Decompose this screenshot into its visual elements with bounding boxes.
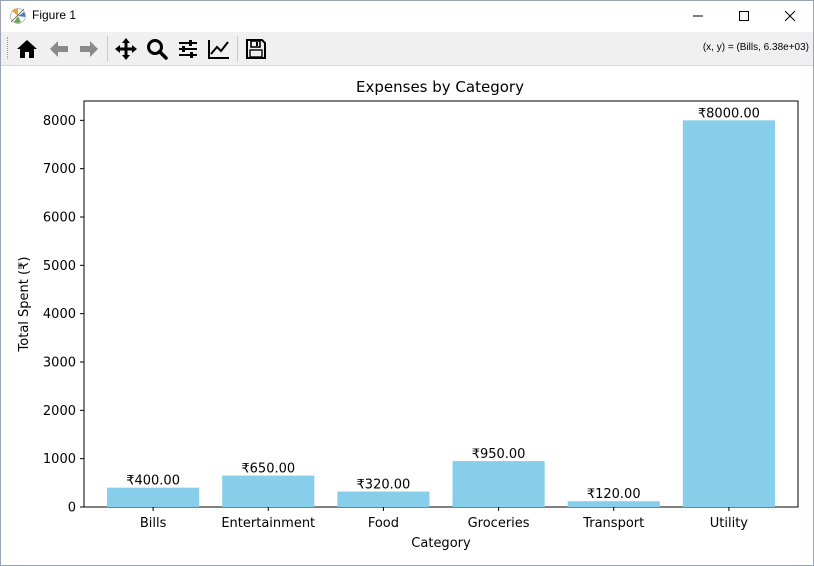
maximize-icon (739, 11, 749, 21)
close-icon (784, 10, 796, 22)
bars (107, 120, 775, 508)
bar-value-label: ₹120.00 (587, 487, 641, 502)
navigation-toolbar: (x, y) = (Bills, 6.38e+03) (1, 32, 813, 66)
zoom-icon (147, 38, 168, 60)
x-tick-label: Entertainment (221, 516, 315, 531)
y-tick-label: 5000 (43, 259, 76, 274)
close-button[interactable] (767, 1, 813, 31)
x-tick-label: Transport (582, 516, 644, 531)
y-axis-label: Total Spent (₹) (17, 257, 32, 353)
y-tick-label: 7000 (43, 162, 76, 177)
save-icon (246, 38, 266, 59)
bar-value-label: ₹650.00 (241, 462, 295, 477)
x-tick-label: Food (368, 516, 399, 531)
bar-value-label: ₹8000.00 (698, 106, 760, 121)
x-tick-label: Bills (140, 516, 167, 531)
x-axis-ticks: Bills Entertainment Food Groceries Transport… (140, 507, 748, 531)
bar (337, 491, 430, 507)
pan-button[interactable] (112, 35, 140, 62)
bar (107, 487, 200, 507)
y-tick-label: 0 (68, 501, 76, 516)
back-button[interactable] (45, 35, 73, 62)
y-tick-label: 4000 (43, 307, 76, 322)
y-tick-label: 6000 (43, 211, 76, 226)
back-arrow-icon (50, 40, 68, 57)
bar-value-label: ₹400.00 (126, 474, 180, 489)
forward-arrow-icon (80, 40, 98, 57)
minimize-button[interactable] (675, 1, 721, 31)
bar-value-label: ₹950.00 (472, 447, 526, 462)
save-button[interactable] (242, 35, 270, 62)
edit-axis-icon (208, 39, 229, 59)
home-button[interactable] (13, 35, 41, 62)
bar-value-label: ₹320.00 (357, 478, 411, 493)
maximize-button[interactable] (721, 1, 767, 31)
y-tick-label: 8000 (43, 114, 76, 129)
y-axis-ticks: 0 1000 2000 3000 4000 5000 6000 7000 8000 (43, 114, 84, 516)
chart-title: Expenses by Category (356, 78, 524, 96)
x-tick-label: Groceries (468, 516, 530, 531)
forward-button[interactable] (75, 35, 103, 62)
x-axis-label: Category (411, 536, 471, 551)
pan-icon (115, 37, 137, 60)
bar-chart: Expenses by Category 0 1000 2000 3000 4000 50… (17, 78, 799, 551)
bar-value-labels: ₹400.00 ₹650.00 ₹320.00 ₹950.00 ₹120.00 ₹8000… (126, 106, 760, 502)
bar (222, 475, 315, 507)
axes-frame (83, 100, 799, 508)
bar (682, 120, 775, 508)
bar (567, 501, 660, 507)
title-bar: Figure 1 (1, 1, 813, 31)
cursor-coordinates: (x, y) = (Bills, 6.38e+03) (702, 42, 809, 53)
figure-canvas[interactable]: Expenses by Category 0 1000 2000 3000 4000 50… (1, 66, 813, 565)
y-tick-label: 1000 (43, 452, 76, 467)
configure-subplots-button[interactable] (174, 35, 202, 62)
toolbar-separator (107, 36, 108, 61)
y-tick-label: 2000 (43, 404, 76, 419)
zoom-button[interactable] (143, 35, 171, 62)
home-icon (17, 39, 37, 58)
configure-subplots-icon (179, 39, 197, 58)
matplotlib-app-icon (10, 8, 26, 24)
edit-axis-button[interactable] (205, 35, 233, 62)
toolbar-separator (237, 36, 238, 61)
window-title: Figure 1 (32, 8, 77, 22)
y-tick-label: 3000 (43, 356, 76, 371)
bar (452, 461, 545, 507)
toolbar-grip (7, 37, 11, 59)
x-tick-label: Utility (710, 516, 749, 531)
minimize-icon (693, 15, 703, 17)
